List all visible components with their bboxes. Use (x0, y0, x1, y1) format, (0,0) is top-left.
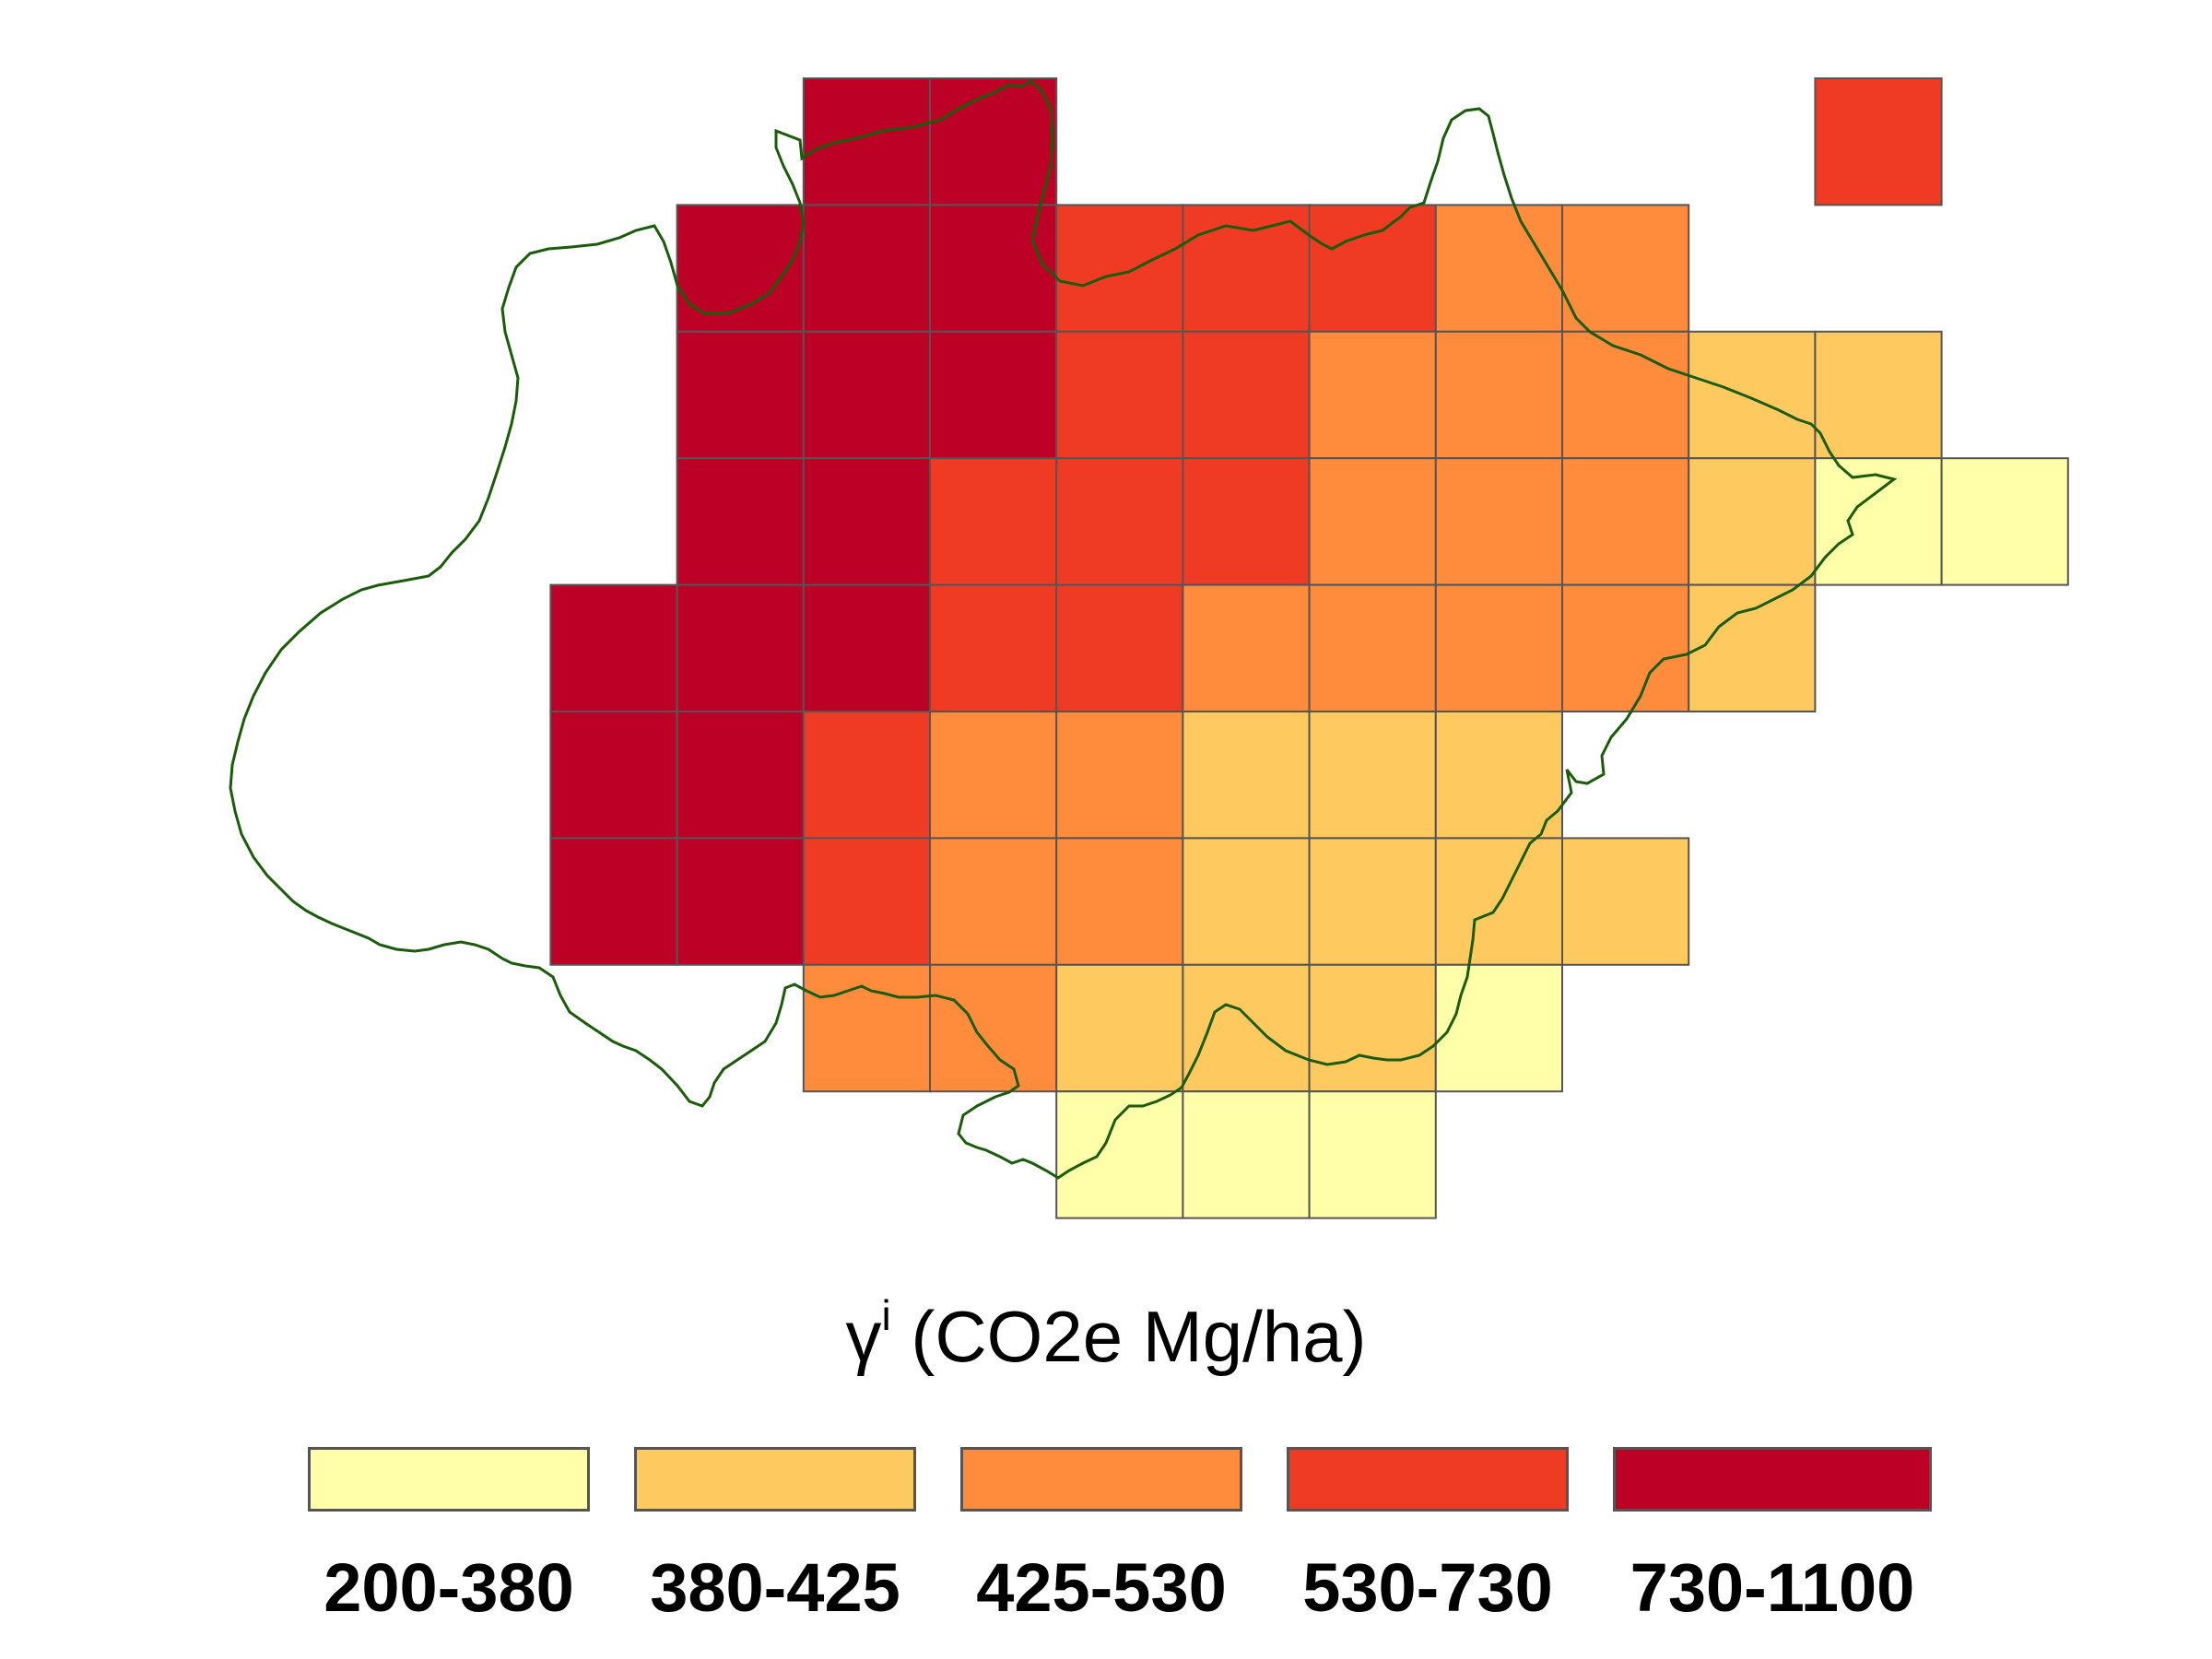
grid-cell (1182, 457, 1311, 586)
legend-title-superscript: i (881, 1291, 891, 1339)
legend-item-730-1100: 730-1100 (1613, 1447, 1932, 1627)
grid-cell (1055, 457, 1184, 586)
grid-cell (1182, 963, 1311, 1093)
grid-cell (802, 457, 931, 586)
grid-cell (929, 330, 1058, 460)
grid-cell (1561, 457, 1690, 586)
grid-cell (1814, 77, 1943, 206)
grid-cell (1182, 204, 1311, 333)
grid-cell (929, 963, 1058, 1093)
grid-cell (1308, 330, 1437, 460)
grid-cell (1308, 204, 1437, 333)
legend-item-200-380: 200-380 (308, 1447, 590, 1627)
legend-item-425-530: 425-530 (960, 1447, 1242, 1627)
grid-cell (549, 583, 678, 712)
grid-cell (929, 204, 1058, 333)
grid-cell (1308, 583, 1437, 712)
legend-label: 380-425 (650, 1549, 900, 1626)
legend: 200-380 380-425 425-530 530-730 730-1100 (0, 1447, 2212, 1631)
grid-cell (1055, 1090, 1184, 1219)
grid-cell (676, 583, 805, 712)
legend-title-unit: (CO2e Mg/ha) (890, 1296, 1367, 1377)
grid-cell (1434, 711, 1564, 840)
grid-cell (802, 711, 931, 840)
grid-cell (676, 457, 805, 586)
legend-label: 730-1100 (1630, 1549, 1915, 1626)
grid-cell (802, 330, 931, 460)
grid-cell (929, 77, 1058, 206)
grid-cell (1561, 204, 1690, 333)
legend-swatch (1287, 1447, 1569, 1512)
grid-cell (1688, 583, 1817, 712)
legend-label: 530-730 (1302, 1549, 1553, 1626)
grid-cell (1434, 583, 1564, 712)
grid-cell (1182, 583, 1311, 712)
grid-cell (929, 457, 1058, 586)
grid-cell (1434, 330, 1564, 460)
grid-cells (549, 77, 2069, 1219)
grid-cell (1688, 457, 1817, 586)
grid-cell (1055, 837, 1184, 966)
grid-cell (929, 583, 1058, 712)
legend-item-380-425: 380-425 (634, 1447, 916, 1627)
grid-cell (802, 583, 931, 712)
grid-cell (929, 711, 1058, 840)
grid-cell (929, 837, 1058, 966)
grid-cell (1308, 837, 1437, 966)
grid-cell (802, 77, 931, 206)
grid-cell (1308, 457, 1437, 586)
legend-title-main: γ (845, 1296, 882, 1377)
legend-title: γi (CO2e Mg/ha) (0, 1290, 2212, 1379)
grid-cell (1814, 330, 1943, 460)
grid-cell (1814, 457, 1943, 586)
grid-cell (1308, 711, 1437, 840)
grid-cell (676, 204, 805, 333)
grid-cell (549, 711, 678, 840)
grid-cell (1308, 963, 1437, 1093)
grid-cell (1182, 1090, 1311, 1219)
grid-cell (1055, 583, 1184, 712)
grid-cell (1055, 330, 1184, 460)
legend-swatch (634, 1447, 916, 1512)
legend-swatch (308, 1447, 590, 1512)
region-boundary (229, 79, 1898, 1180)
grid-cell (802, 963, 931, 1093)
grid-cell (1182, 837, 1311, 966)
grid-cell (802, 837, 931, 966)
legend-item-530-730: 530-730 (1287, 1447, 1569, 1627)
grid-cell (1182, 711, 1311, 840)
grid-cell (676, 711, 805, 840)
grid-cell (1308, 1090, 1437, 1219)
grid-cell (1561, 837, 1690, 966)
grid-cell (1688, 330, 1817, 460)
legend-swatch (1613, 1447, 1932, 1512)
grid-cell (1434, 204, 1564, 333)
grid-cell (1055, 711, 1184, 840)
grid-cell (1434, 963, 1564, 1093)
grid-cell (676, 837, 805, 966)
grid-cell (1561, 330, 1690, 460)
grid-cell (1055, 963, 1184, 1093)
grid-cell (1561, 583, 1690, 712)
legend-label: 425-530 (976, 1549, 1227, 1626)
legend-swatch (960, 1447, 1242, 1512)
grid-cell (549, 837, 678, 966)
legend-label: 200-380 (324, 1549, 574, 1626)
grid-cell (1055, 204, 1184, 333)
grid-cell (802, 204, 931, 333)
grid-cell (1940, 457, 2069, 586)
grid-cell (1182, 330, 1311, 460)
grid-cell (1434, 457, 1564, 586)
grid-cell (676, 330, 805, 460)
